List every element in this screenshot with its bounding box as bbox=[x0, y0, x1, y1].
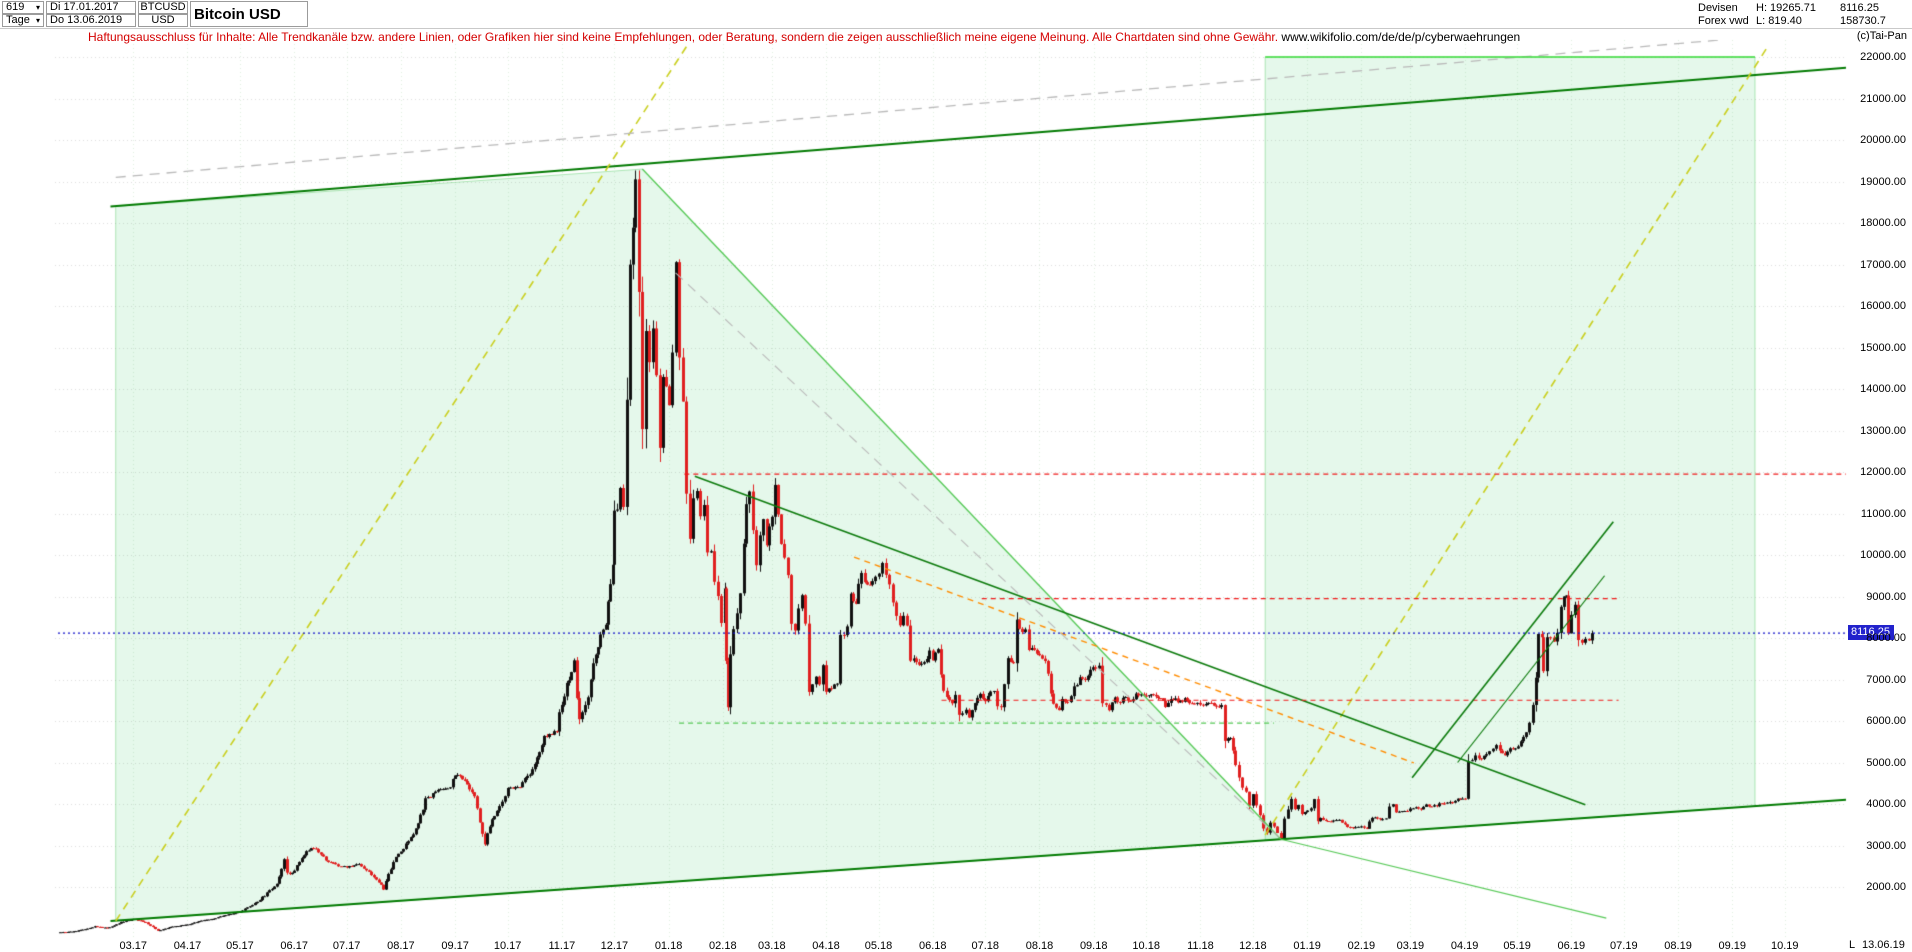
x-axis-label: 07.18 bbox=[971, 940, 999, 952]
wikifolio-link[interactable]: www.wikifolio.com/de/de/p/cyberwaehrunge… bbox=[1281, 30, 1521, 44]
currency-field: USD bbox=[138, 14, 188, 27]
x-axis-label: 09.19 bbox=[1718, 940, 1747, 952]
bars-count-dropdown[interactable]: 619 ▾ bbox=[2, 1, 44, 14]
x-axis-label: 08.18 bbox=[1025, 940, 1054, 952]
x-axis-label: 06.17 bbox=[280, 940, 308, 952]
y-axis-label: 11000.00 bbox=[1860, 507, 1906, 520]
instrument-title: Bitcoin USD bbox=[190, 1, 308, 27]
y-axis-label: 22000.00 bbox=[1860, 51, 1906, 63]
y-axis-label: 14000.00 bbox=[1860, 383, 1906, 395]
y-axis-label: 9000.00 bbox=[1866, 590, 1906, 603]
last-bar-date-label: 13.06.19 bbox=[1862, 939, 1905, 951]
x-axis-label: 05.18 bbox=[864, 940, 893, 952]
y-axis-label: 7000.00 bbox=[1866, 673, 1906, 686]
quote-extra-value: 158730.7 bbox=[1840, 15, 1886, 27]
x-axis-label: 06.18 bbox=[918, 940, 947, 952]
date-to-field[interactable]: Do 13.06.2019 bbox=[46, 14, 136, 27]
currency-value: USD bbox=[151, 14, 175, 26]
x-axis-label: 11.17 bbox=[548, 940, 576, 952]
copyright-label: (c)Tai-Pan bbox=[1856, 30, 1907, 42]
x-axis-label: 01.18 bbox=[654, 940, 683, 952]
x-axis-label: 07.19 bbox=[1610, 940, 1638, 952]
x-axis-label: 02.18 bbox=[709, 940, 737, 952]
x-axis-label: 10.19 bbox=[1771, 940, 1799, 952]
quote-low-label: L: 819.40 bbox=[1756, 15, 1802, 27]
y-axis-label: 4000.00 bbox=[1866, 798, 1906, 810]
date-from-value: Di 17.01.2017 bbox=[50, 1, 119, 13]
y-axis-label: 20000.00 bbox=[1860, 134, 1906, 146]
x-axis-label: 05.19 bbox=[1503, 940, 1531, 952]
quote-source-label: Forex vwd bbox=[1698, 15, 1749, 27]
symbol-value: BTCUSD bbox=[140, 1, 186, 13]
x-axis-label: 10.17 bbox=[493, 940, 522, 952]
date-to-value: Do 13.06.2019 bbox=[50, 14, 123, 26]
x-axis-label: 10.18 bbox=[1132, 940, 1160, 952]
y-axis-label: 10000.00 bbox=[1860, 549, 1906, 561]
chevron-down-icon: ▾ bbox=[35, 3, 40, 12]
symbol-field: BTCUSD bbox=[138, 1, 188, 14]
x-axis-label: 07.17 bbox=[332, 940, 361, 952]
bars-count-value: 619 bbox=[6, 1, 25, 13]
x-axis-label: 03.17 bbox=[119, 940, 147, 952]
x-axis-label: 04.17 bbox=[173, 940, 202, 952]
y-axis-label: 3000.00 bbox=[1866, 839, 1906, 852]
timeframe-value: Tage bbox=[6, 14, 30, 26]
x-axis-label: 04.18 bbox=[812, 940, 840, 952]
y-axis-label: 15000.00 bbox=[1860, 341, 1906, 354]
x-axis-label: 08.17 bbox=[387, 940, 415, 952]
chevron-down-icon: ▾ bbox=[35, 16, 40, 25]
instrument-title-text: Bitcoin USD bbox=[194, 5, 281, 23]
y-axis-label: 5000.00 bbox=[1866, 756, 1906, 769]
y-axis-label: 13000.00 bbox=[1860, 424, 1906, 437]
x-axis-label: 06.19 bbox=[1557, 940, 1586, 952]
timeframe-dropdown[interactable]: Tage ▾ bbox=[2, 14, 44, 27]
y-axis-label: 8000.00 bbox=[1866, 632, 1906, 644]
y-axis-label: 2000.00 bbox=[1866, 881, 1906, 893]
quote-market-label: Devisen bbox=[1698, 2, 1738, 14]
y-axis-label: 18000.00 bbox=[1860, 217, 1906, 229]
y-axis-label: 16000.00 bbox=[1860, 300, 1906, 312]
x-axis-label: 12.18 bbox=[1239, 940, 1267, 952]
y-axis-label: 12000.00 bbox=[1860, 466, 1906, 478]
header-bar: 619 ▾ Tage ▾ Di 17.01.2017 Do 13.06.2019… bbox=[0, 0, 1912, 29]
x-axis-label: 11.18 bbox=[1187, 940, 1214, 952]
x-axis-label: 12.17 bbox=[600, 940, 629, 952]
x-axis-label: 02.19 bbox=[1347, 940, 1376, 952]
quote-high-label: H: 19265.71 bbox=[1756, 2, 1816, 14]
y-axis-label: 21000.00 bbox=[1860, 92, 1906, 105]
x-axis-label: 09.17 bbox=[441, 940, 469, 952]
disclaimer-body: Haftungsausschluss für Inhalte: Alle Tre… bbox=[88, 30, 1279, 44]
x-axis-label: 03.18 bbox=[758, 940, 786, 952]
quote-last-value: 8116.25 bbox=[1840, 2, 1879, 14]
date-from-field[interactable]: Di 17.01.2017 bbox=[46, 1, 136, 14]
x-axis-label: 08.19 bbox=[1664, 940, 1692, 952]
x-axis-label: 09.18 bbox=[1079, 940, 1108, 952]
x-axis-label: 05.17 bbox=[226, 940, 254, 952]
x-axis-label: 01.19 bbox=[1293, 940, 1321, 952]
y-axis-label: 19000.00 bbox=[1860, 175, 1906, 188]
x-axis-label: 04.19 bbox=[1450, 940, 1479, 952]
disclaimer-text: Haftungsausschluss für Inhalte: Alle Tre… bbox=[88, 30, 1520, 44]
last-price-badge: 8116.25 bbox=[1848, 625, 1894, 641]
y-axis-label: 17000.00 bbox=[1860, 258, 1906, 271]
x-axis-label: 03.19 bbox=[1396, 940, 1425, 952]
y-axis-label: 6000.00 bbox=[1866, 715, 1906, 727]
last-bar-marker-label: L bbox=[1849, 939, 1856, 951]
